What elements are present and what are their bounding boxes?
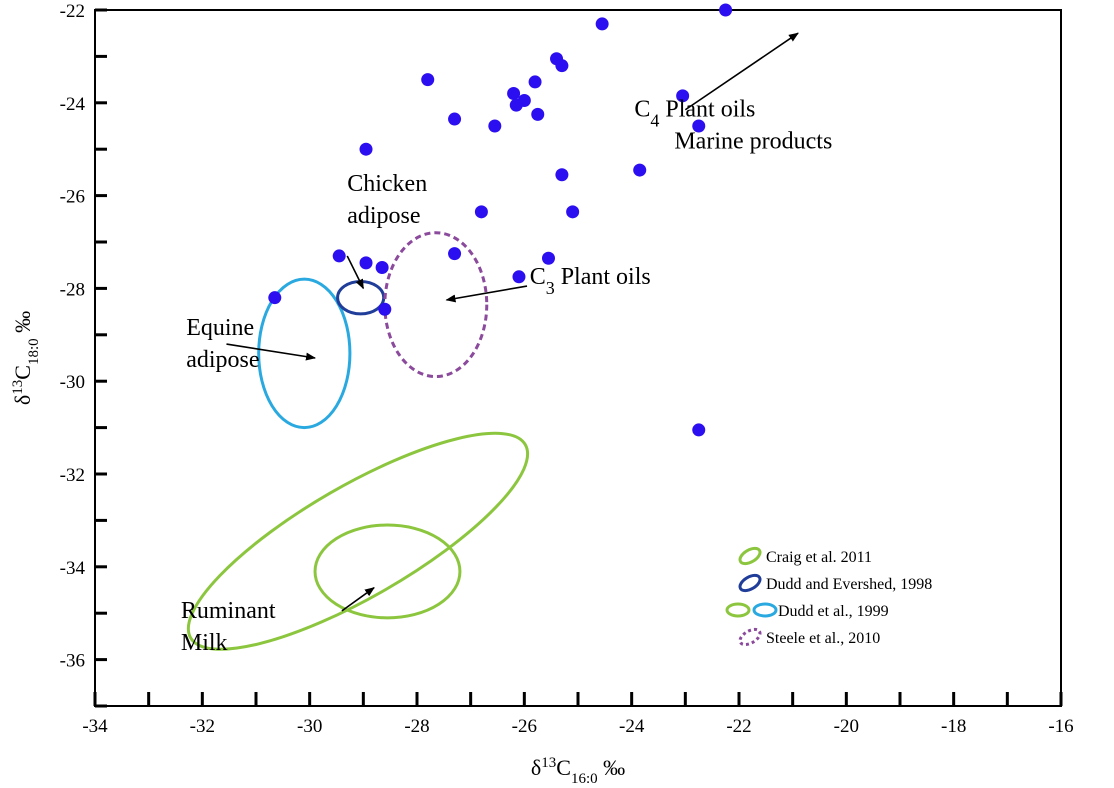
chicken-label: Chicken adipose: [346, 171, 427, 290]
legend-swatch: [738, 546, 762, 566]
legend-swatch: [738, 573, 762, 593]
data-point: [512, 270, 526, 284]
data-point: [633, 163, 647, 177]
c4-marine-label-line: Marine products: [674, 129, 832, 155]
equine-label-arrow: [226, 343, 317, 361]
legend-entry: Steele et al., 2010: [738, 627, 880, 647]
x-tick-label: -18: [941, 716, 966, 737]
x-axis-ticks: -34 -32 -30 -28 -26 -24 -22 -20 -18 -16: [82, 692, 1074, 737]
data-point: [692, 119, 706, 133]
data-point: [448, 112, 462, 126]
legend-label: Craig et al. 2011: [766, 549, 872, 566]
ruminant-label: Ruminant Milk: [181, 587, 375, 656]
ellipse-c3-plant-oils: [383, 231, 489, 379]
data-point: [719, 3, 733, 17]
data-point: [378, 302, 392, 316]
point-layer: [268, 3, 733, 437]
chicken-label-arrow: [346, 255, 365, 290]
y-tick-label: -34: [60, 558, 86, 579]
data-point: [332, 249, 346, 263]
legend-label: Dudd and Evershed, 1998: [766, 576, 932, 593]
ellipse-equine-adipose: [257, 277, 352, 430]
data-point: [676, 89, 690, 103]
y-tick-label: -30: [60, 372, 85, 393]
ellipse-chicken-adipose: [336, 279, 386, 316]
data-point: [531, 107, 545, 121]
equine-label-line: adipose: [186, 347, 259, 373]
legend-swatch: [752, 602, 778, 618]
x-tick-label: -22: [726, 716, 751, 737]
y-tick-label: -32: [60, 465, 85, 486]
data-point: [555, 59, 569, 73]
x-axis-label: δ13C16:0 ‰: [531, 755, 625, 787]
legend-swatch: [738, 627, 762, 647]
y-tick-label: -26: [60, 187, 85, 208]
data-point: [528, 75, 542, 89]
y-tick-label: -22: [60, 1, 85, 22]
ellipse-ruminant-milk-inner: [313, 523, 462, 620]
legend-entry: Dudd and Evershed, 1998: [738, 573, 932, 593]
c4-marine-label-line: C4 Plant oils: [634, 97, 755, 131]
legend: Craig et al. 2011 Dudd and Evershed, 1998…: [725, 546, 932, 647]
data-point: [692, 423, 706, 437]
data-point: [474, 205, 488, 219]
y-tick-label: -36: [60, 651, 85, 672]
data-point: [509, 98, 523, 112]
legend-entry: Craig et al. 2011: [738, 546, 872, 566]
data-point: [448, 247, 462, 261]
y-tick-label: -24: [60, 94, 86, 115]
data-point: [541, 251, 555, 265]
data-point: [421, 73, 435, 87]
data-point: [566, 205, 580, 219]
x-tick-label: -28: [404, 716, 429, 737]
legend-label: Dudd et al., 1999: [778, 603, 889, 620]
ruminant-label-arrow: [341, 587, 375, 612]
data-point: [375, 261, 389, 275]
c3-label-line: C3 Plant oils: [530, 264, 651, 298]
equine-label: Equine adipose: [186, 315, 317, 373]
data-point: [507, 87, 521, 101]
y-axis-ticks: -36 -34 -32 -30 -28 -26 -24 -22: [60, 1, 107, 708]
x-tick-label: -30: [297, 716, 322, 737]
legend-swatch: [725, 602, 751, 618]
ellipse-ruminant-milk-outer: [186, 431, 530, 651]
y-axis-label: δ13C18:0 ‰: [10, 311, 42, 405]
x-tick-label: -26: [512, 716, 537, 737]
chicken-label-line: Chicken: [347, 171, 427, 197]
c4-marine-label-arrow: [684, 32, 799, 111]
ruminant-label-line: Ruminant: [181, 598, 276, 624]
chicken-label-line: adipose: [347, 203, 420, 229]
data-point: [268, 291, 282, 305]
ellipse-layer: [186, 231, 530, 651]
c3-label-arrow: [445, 285, 528, 303]
data-point: [595, 17, 609, 31]
equine-label-line: Equine: [186, 315, 254, 341]
x-tick-label: -34: [82, 716, 108, 737]
data-point: [555, 168, 569, 182]
x-tick-label: -32: [190, 716, 215, 737]
c3-label: C3 Plant oils: [445, 264, 651, 303]
data-point: [359, 256, 373, 270]
legend-entry: Dudd et al., 1999: [725, 602, 889, 620]
data-point: [488, 119, 502, 133]
x-tick-label: -20: [834, 716, 859, 737]
x-tick-label: -24: [619, 716, 645, 737]
data-point: [359, 142, 373, 156]
y-tick-label: -28: [60, 279, 85, 300]
x-tick-label: -16: [1048, 716, 1073, 737]
ruminant-label-line: Milk: [181, 630, 228, 656]
legend-label: Steele et al., 2010: [766, 630, 880, 647]
